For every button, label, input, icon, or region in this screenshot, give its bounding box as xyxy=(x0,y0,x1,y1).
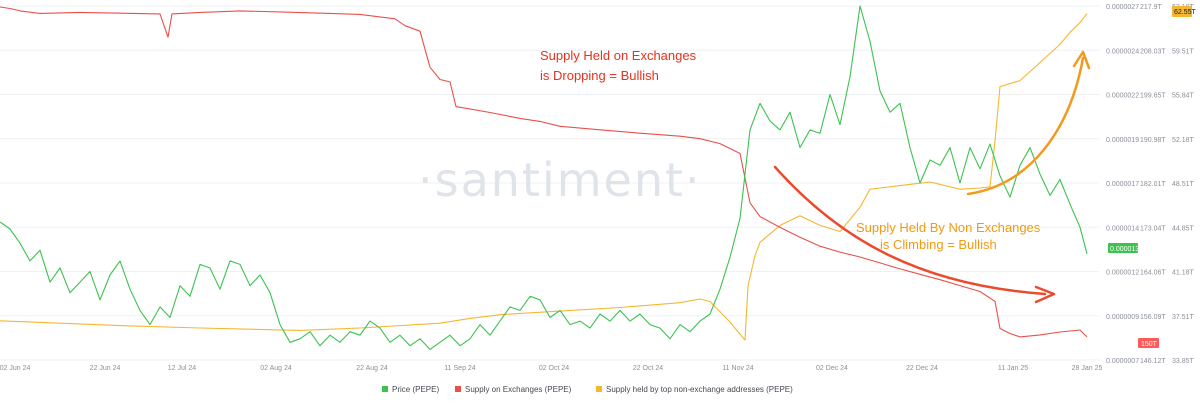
arrow-up-curve xyxy=(966,56,1085,196)
y-tick-label-nonexchange: 59.51T xyxy=(1172,48,1195,55)
annotation-exchanges-line2: is Dropping = Bullish xyxy=(540,68,659,83)
badge-nonexchange: 62.55T xyxy=(1174,9,1197,16)
x-tick-label: 28 Jan 25 xyxy=(1072,365,1103,372)
y-tick-label-exchanges: 164.06T xyxy=(1140,270,1166,277)
y-tick-label-exchanges: 182.01T xyxy=(1140,181,1166,188)
x-tick-label: 02 Dec 24 xyxy=(816,365,848,372)
y-tick-label-price: 0.0000007 xyxy=(1106,358,1139,365)
x-tick-label: 11 Nov 24 xyxy=(722,365,753,372)
y-tick-label-price: 0.0000024 xyxy=(1106,48,1139,55)
x-tick-label: 22 Dec 24 xyxy=(906,365,938,372)
y-axis-price-ticks: 0.0000027 0.0000024 0.0000022 0.0000019 0.00… xyxy=(1106,4,1139,365)
x-axis-ticks: 02 Jun 24 22 Jun 24 12 Jul 24 02 Aug 24 22 A… xyxy=(0,365,1102,372)
x-tick-label: 02 Oct 24 xyxy=(539,365,569,372)
badge-exchanges: 150T xyxy=(1141,341,1158,348)
y-tick-label-price: 0.0000027 xyxy=(1106,4,1139,11)
y-tick-label-exchanges: 217.9T xyxy=(1140,4,1163,11)
arrow-down-head xyxy=(1034,285,1056,304)
x-tick-label: 02 Aug 24 xyxy=(260,365,292,372)
gridlines xyxy=(0,5,1099,361)
y-tick-label-exchanges: 156.09T xyxy=(1140,314,1166,321)
series-line-nonexchange xyxy=(0,13,1088,341)
y-tick-label-price: 0.0000019 xyxy=(1106,137,1139,144)
y-tick-label-nonexchange: 44.85T xyxy=(1172,225,1195,232)
y-tick-label-nonexchange: 37.51T xyxy=(1172,314,1195,321)
annotation-nonexchange-line2: is Climbing = Bullish xyxy=(880,237,997,252)
y-tick-label-price: 0.0000009 xyxy=(1106,314,1139,321)
series-lines xyxy=(0,5,1088,350)
y-tick-label-price: 0.0000014 xyxy=(1106,225,1139,232)
santiment-watermark: ·santiment· xyxy=(418,153,702,207)
y-tick-label-price: 0.0000017 xyxy=(1106,181,1139,188)
annotation-exchanges-line1: Supply Held on Exchanges xyxy=(540,48,697,63)
arrow-down-curve xyxy=(773,165,1047,296)
y-tick-label-exchanges: 190.98T xyxy=(1140,137,1166,144)
legend-swatch-exchanges[interactable] xyxy=(455,386,461,392)
y-tick-label-nonexchange: 48.51T xyxy=(1172,181,1195,188)
x-tick-label: 11 Jan 25 xyxy=(998,365,1028,372)
x-tick-label: 22 Aug 24 xyxy=(356,365,388,372)
y-tick-label-nonexchange: 55.84T xyxy=(1172,93,1195,100)
y-tick-label-nonexchange: 41.18T xyxy=(1172,270,1195,277)
legend: Price (PEPE) Supply on Exchanges (PEPE) … xyxy=(382,385,793,394)
legend-swatch-nonexchange[interactable] xyxy=(596,386,602,392)
y-tick-label-exchanges: 173.04T xyxy=(1140,225,1166,232)
x-tick-label: 12 Jul 24 xyxy=(168,365,197,372)
legend-label-price[interactable]: Price (PEPE) xyxy=(392,385,439,394)
series-line-price xyxy=(0,5,1088,350)
y-tick-label-nonexchange: 52.18T xyxy=(1172,137,1195,144)
y-tick-label-exchanges: 208.03T xyxy=(1140,48,1166,55)
annotation-nonexchange-line1: Supply Held By Non Exchanges xyxy=(856,220,1041,235)
y-tick-label-exchanges: 199.65T xyxy=(1140,93,1166,100)
series-line-exchanges xyxy=(0,6,1088,338)
legend-label-nonexchange[interactable]: Supply held by top non-exchange addresse… xyxy=(606,385,793,394)
x-tick-label: 02 Jun 24 xyxy=(0,365,30,372)
legend-swatch-price[interactable] xyxy=(382,386,388,392)
x-tick-label: 22 Oct 24 xyxy=(633,365,663,372)
legend-label-exchanges[interactable]: Supply on Exchanges (PEPE) xyxy=(465,385,572,394)
y-tick-label-nonexchange: 33.85T xyxy=(1172,358,1195,365)
x-tick-label: 22 Jun 24 xyxy=(90,365,121,372)
badge-exchanges-bg xyxy=(1138,338,1159,348)
y-tick-label-exchanges: 146.12T xyxy=(1140,358,1166,365)
y-tick-label-price: 0.0000012 xyxy=(1106,270,1139,277)
badge-price: 0.000013 xyxy=(1110,246,1139,253)
badge-nonexchange-bg xyxy=(1172,6,1192,17)
y-tick-label-price: 0.0000022 xyxy=(1106,93,1139,100)
badge-price-bg xyxy=(1108,243,1138,253)
y-axis-exchanges-ticks: 217.9T 208.03T 199.65T 190.98T 182.01T 173.04… xyxy=(1140,4,1166,365)
y-axis-nonexchange-ticks: 63.18T59.51T55.84T52.18T48.51T44.85T41.1… xyxy=(1172,4,1195,365)
x-tick-label: 11 Sep 24 xyxy=(444,365,476,372)
arrow-up-head xyxy=(1072,50,1091,70)
